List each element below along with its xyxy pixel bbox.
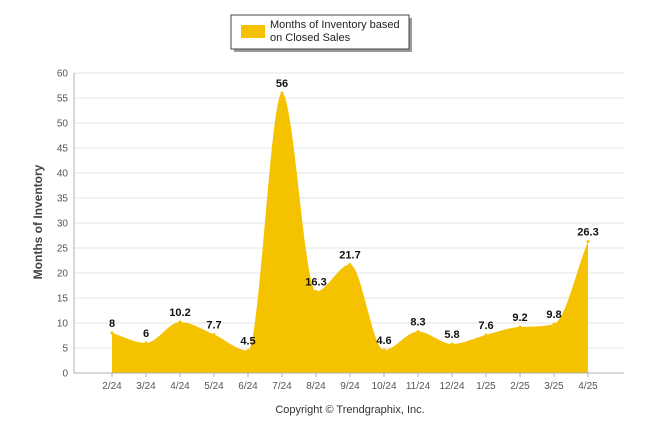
data-point — [246, 349, 250, 352]
x-tick-label: 4/24 — [170, 381, 190, 392]
data-label: 10.2 — [169, 307, 190, 319]
legend-swatch — [241, 25, 265, 38]
x-tick-label: 6/24 — [238, 381, 258, 392]
data-point — [144, 341, 148, 345]
copyright-credit: Copyright © Trendgraphix, Inc. — [275, 404, 424, 416]
y-tick-label: 5 — [62, 344, 68, 355]
y-tick-label: 10 — [57, 319, 69, 330]
y-tick-label: 50 — [57, 119, 69, 130]
data-label: 7.7 — [206, 320, 221, 332]
legend[interactable]: Months of Inventory based on Closed Sale… — [230, 14, 412, 52]
data-point — [586, 240, 590, 243]
y-tick-label: 25 — [57, 244, 69, 255]
x-tick-label: 12/24 — [439, 381, 464, 392]
data-point — [450, 342, 454, 346]
x-tick-label: 3/24 — [136, 381, 156, 392]
x-tick-label: 4/25 — [578, 381, 598, 392]
y-tick-label: 40 — [57, 169, 69, 180]
x-tick-label: 2/25 — [510, 381, 530, 392]
data-label: 16.3 — [305, 277, 326, 289]
x-tick-label: 7/24 — [272, 381, 292, 392]
legend-label-line1: Months of Inventory based — [270, 19, 400, 31]
legend-label-line2: on Closed Sales — [270, 32, 351, 44]
x-tick-label: 11/24 — [406, 381, 431, 392]
y-tick-label: 45 — [57, 144, 69, 155]
y-tick-label: 35 — [57, 194, 69, 205]
data-point — [348, 263, 352, 266]
x-tick-label: 5/24 — [204, 381, 224, 392]
y-tick-label: 20 — [57, 269, 69, 280]
data-point — [314, 290, 318, 293]
x-tick-label: 3/25 — [544, 381, 564, 392]
data-point — [518, 325, 522, 329]
data-label: 4.6 — [376, 335, 391, 347]
data-label: 56 — [276, 78, 288, 90]
y-tick-label: 30 — [57, 219, 69, 230]
data-point — [416, 330, 420, 333]
axes: 0 5 10 15 20 25 30 35 40 45 50 55 60 2/24 3/24 4/24 5/24… — [57, 69, 624, 392]
data-point — [212, 333, 216, 336]
data-label: 6 — [143, 328, 149, 340]
x-tick-label: 1/25 — [476, 381, 496, 392]
y-tick-label: 60 — [57, 69, 69, 80]
data-label: 8 — [109, 318, 115, 330]
data-point — [110, 331, 114, 335]
data-label: 5.8 — [444, 329, 459, 341]
data-point — [484, 333, 488, 337]
y-axis-title: Months of Inventory — [31, 164, 45, 279]
data-label: 8.3 — [410, 317, 425, 329]
y-tick-label: 15 — [57, 294, 69, 305]
data-label: 9.2 — [512, 312, 527, 324]
data-label: 9.8 — [546, 309, 561, 321]
area-series-months-of-inventory — [112, 93, 588, 373]
x-tick-label: 9/24 — [340, 381, 360, 392]
data-label: 26.3 — [577, 227, 598, 239]
data-label: 7.6 — [478, 320, 493, 332]
data-point — [382, 348, 386, 352]
data-point — [280, 91, 284, 95]
x-tick-label: 10/24 — [371, 381, 396, 392]
data-labels: 8 6 10.2 7.7 4.5 56 16.3 21.7 4.6 8.3 5.8 7.6 9.2 9.8… — [109, 78, 599, 352]
data-point — [178, 320, 182, 324]
y-tick-label: 55 — [57, 94, 69, 105]
data-label: 21.7 — [339, 250, 360, 262]
y-tick-label: 0 — [62, 369, 68, 380]
data-point — [552, 322, 556, 326]
x-tick-label: 8/24 — [306, 381, 326, 392]
x-tick-label: 2/24 — [102, 381, 122, 392]
plot-area — [112, 93, 588, 373]
data-label: 4.5 — [240, 336, 255, 348]
